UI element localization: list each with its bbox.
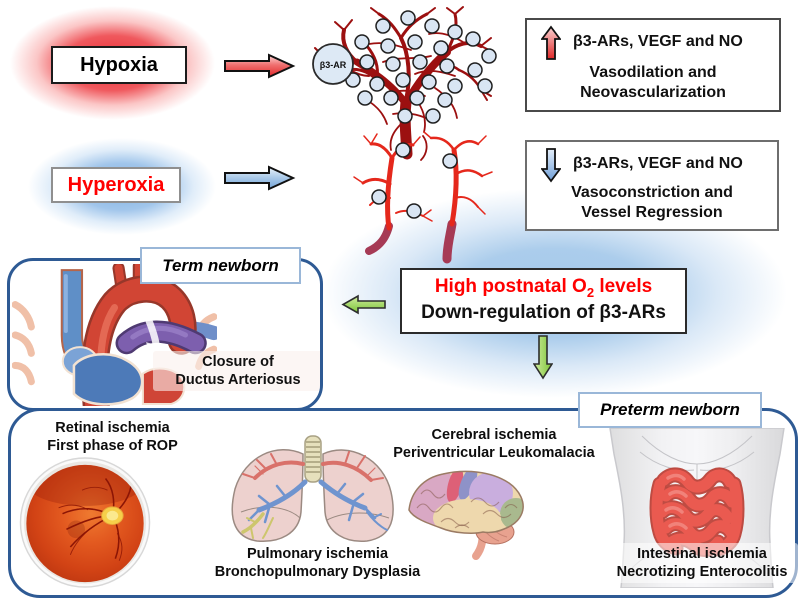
sparse-vascular-network-illustration [353,131,493,264]
retina-label-line1: Retinal ischemia [55,420,170,436]
brain-label: Cerebral ischemia Periventricular Leukom… [388,426,600,462]
high-oxygen-suffix: levels [594,276,653,297]
high-postnatal-oxygen-box: High postnatal O2 levels Down-regulation… [400,268,687,334]
brain-illustration [408,470,524,560]
ductus-caption-line1: Closure of [202,354,274,370]
beta3-receptor-dots-sparse [371,142,458,219]
vasoconstriction-box: β3-ARs, VEGF and NO Vasoconstriction and… [525,140,779,231]
term-newborn-title: Term newborn [162,255,279,275]
retina-fundus-illustration [19,457,151,588]
intestine-label-line2: Necrotizing Enterocolitis [616,564,788,581]
retina-label: Retinal ischemia First phase of ROP [20,419,205,455]
vasodilation-line3: Neovascularization [580,84,726,101]
vasoconstriction-line3: Vessel Regression [581,204,723,221]
lungs-label: Pulmonary ischemia Bronchopulmonary Dysp… [200,545,435,581]
vasodilation-line1: β3-ARs, VEGF and NO [573,33,743,50]
brain-label-line2: Periventricular Leukomalacia [393,445,595,462]
green-left-arrow-icon [341,294,386,315]
retina-label-line2: First phase of ROP [47,438,178,455]
green-down-arrow-icon [533,335,553,380]
hyperoxia-box: Hyperoxia [51,167,181,203]
high-oxygen-text: High postnatal O [434,276,587,297]
vasodilation-line2: Vasodilation and [589,64,717,81]
lungs-illustration [231,435,394,543]
ductus-caption-line2: Ductus Arteriosus [175,372,301,389]
hyperoxia-label: Hyperoxia [67,173,165,196]
hypoxia-label: Hypoxia [80,53,158,76]
vasoconstriction-line1: β3-ARs, VEGF and NO [573,155,743,172]
oxygen-subscript: 2 [586,284,595,300]
beta3-receptor-label: β3-AR [320,60,347,70]
vasodilation-box: β3-ARs, VEGF and NO Vasodilation and Neo… [525,18,781,112]
red-right-arrow-icon [224,53,296,79]
hypoxia-box: Hypoxia [51,46,187,84]
down-arrow-icon [541,148,561,183]
blue-right-arrow-icon [224,165,296,191]
downregulation-line: Down-regulation of β3-ARs [421,302,666,324]
high-oxygen-line: High postnatal O2 levels [402,275,685,301]
lungs-label-line1: Pulmonary ischemia [246,546,389,562]
vasoconstriction-line2: Vasoconstriction and [571,184,733,201]
term-newborn-title-box: Term newborn [140,247,301,284]
preterm-newborn-title: Preterm newborn [600,400,740,419]
dense-vascular-network-illustration: β3-AR [312,6,497,161]
lungs-label-line2: Bronchopulmonary Dysplasia [214,564,421,581]
preterm-newborn-title-box: Preterm newborn [578,392,762,428]
intestine-label-line1: Intestinal ischemia [637,546,767,562]
intestine-label: Intestinal ischemia Necrotizing Enteroco… [606,543,798,584]
brain-label-line1: Cerebral ischemia [431,427,557,443]
beta3-receptor-dots [333,10,497,124]
up-arrow-icon [541,25,561,60]
ductus-caption: Closure of Ductus Arteriosus [153,351,320,392]
beta3-receptor-badge: β3-AR [312,43,354,85]
